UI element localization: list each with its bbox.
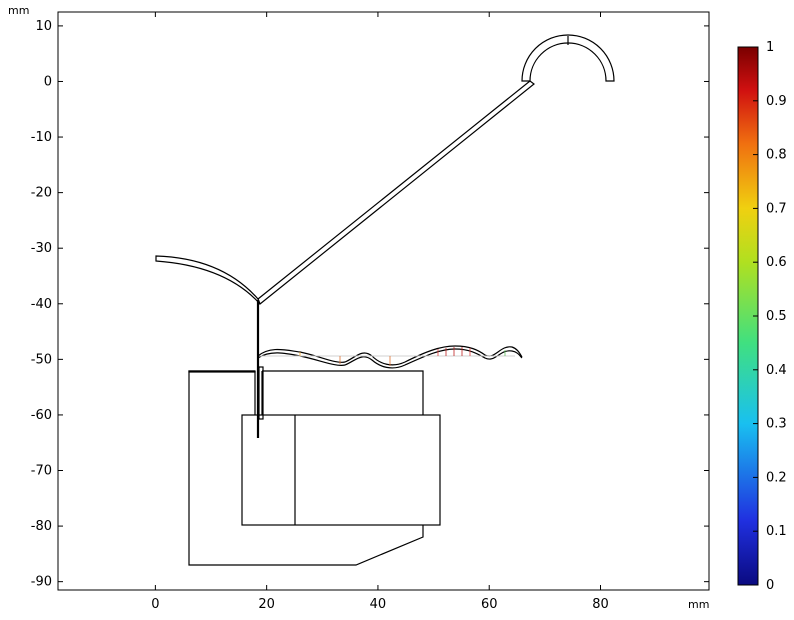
y-tick-label: -60 bbox=[31, 408, 52, 423]
y-axis-ticks: 10 0 -10 -20 -30 -40 -50 -60 -70 -80 -90 bbox=[31, 19, 709, 590]
colorbar-tick-label: 1 bbox=[766, 40, 774, 55]
colorbar: 1 0.9 0.8 0.7 0.6 0.5 0.4 0.3 0.2 0.1 0 bbox=[737, 40, 787, 593]
colorbar-tick-label: 0.2 bbox=[766, 470, 787, 485]
y-tick-label: -50 bbox=[31, 352, 52, 367]
colorbar-tick-label: 0.1 bbox=[766, 524, 787, 539]
plot-frame bbox=[57, 11, 710, 591]
x-tick-label: 20 bbox=[258, 597, 275, 612]
x-axis-ticks: 0 20 40 60 80 bbox=[151, 12, 609, 612]
inner-block bbox=[241, 414, 441, 526]
y-tick-label: -90 bbox=[31, 575, 52, 590]
colorbar-tick-label: 0.3 bbox=[766, 417, 787, 432]
y-tick-label: -20 bbox=[31, 186, 52, 201]
y-tick-label: 10 bbox=[35, 19, 52, 34]
y-axis-unit: mm bbox=[8, 4, 29, 17]
wavy-sheet-bottom bbox=[257, 348, 523, 369]
pin-slot bbox=[258, 366, 264, 420]
y-tick-label: 0 bbox=[44, 74, 52, 89]
colorbar-tick-label: 0 bbox=[766, 578, 774, 593]
y-tick-label: -70 bbox=[31, 464, 52, 479]
colorbar-tick-label: 0.7 bbox=[766, 201, 787, 216]
y-tick-label: -10 bbox=[31, 130, 52, 145]
x-tick-label: 60 bbox=[481, 597, 498, 612]
hook-arc bbox=[521, 34, 615, 82]
contact-markers bbox=[299, 347, 506, 366]
x-tick-label: 0 bbox=[151, 597, 159, 612]
colorbar-ticks: 1 0.9 0.8 0.7 0.6 0.5 0.4 0.3 0.2 0.1 0 bbox=[753, 40, 787, 593]
colorbar-tick-label: 0.8 bbox=[766, 148, 787, 163]
housing-outline bbox=[188, 370, 424, 566]
x-tick-label: 40 bbox=[370, 597, 387, 612]
curved-arm bbox=[155, 255, 261, 305]
colorbar-tick-label: 0.9 bbox=[766, 94, 787, 109]
colorbar-tick-label: 0.4 bbox=[766, 363, 787, 378]
y-tick-label: -30 bbox=[31, 241, 52, 256]
upper-slot-block bbox=[262, 370, 424, 415]
x-axis-unit: mm bbox=[688, 598, 709, 611]
x-tick-label: 80 bbox=[592, 597, 609, 612]
colorbar-tick-label: 0.6 bbox=[766, 255, 787, 270]
colorbar-tick-label: 0.5 bbox=[766, 309, 787, 324]
geometry bbox=[155, 34, 615, 566]
y-tick-label: -40 bbox=[31, 297, 52, 312]
y-tick-label: -80 bbox=[31, 519, 52, 534]
